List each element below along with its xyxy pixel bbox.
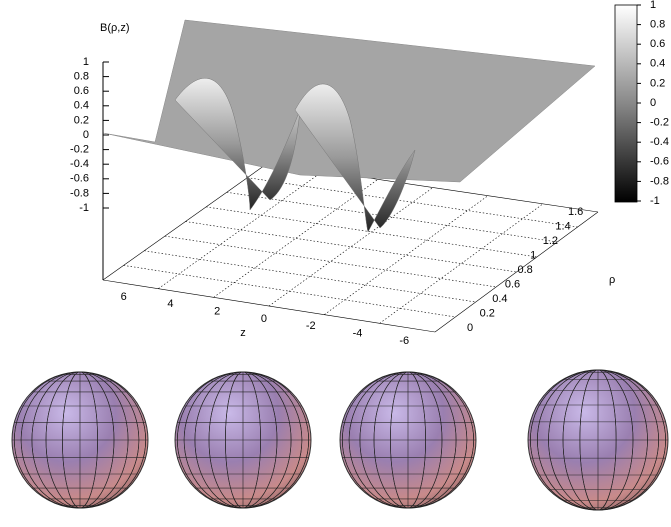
grid-line (269, 188, 433, 307)
colorbar (615, 5, 637, 202)
colorbar-tick-label: 0.8 (650, 19, 665, 31)
x-tick-label: 0 (261, 313, 267, 325)
z-axis-label: B(ρ,z) (100, 22, 129, 34)
figure: B(ρ,z) z ρ 1 0.8 0.6 0.4 0.2 0 -0.2 -0.4 -0.6 -0.… (0, 0, 671, 527)
colorbar-tick-label: 0.4 (650, 58, 665, 70)
spheres (12, 370, 668, 510)
colorbar-tick-label: 0.2 (650, 77, 665, 89)
colorbar-tick-label: -0.4 (650, 136, 669, 148)
colorbar-tick-label: -1 (650, 195, 660, 207)
x-tick-label: -4 (353, 327, 363, 339)
y-tick-label: 0 (467, 322, 473, 334)
z-tick-label: 0.6 (74, 85, 89, 97)
y-tick-label: 0.2 (480, 307, 495, 319)
x-tick-label: 6 (121, 291, 127, 303)
y-tick-label: 1.4 (555, 220, 570, 232)
colorbar-tick-label: -0.8 (650, 175, 669, 187)
z-tick-label: -0.8 (70, 187, 89, 199)
z-tick-label: -0.4 (70, 158, 89, 170)
grid-line (158, 171, 323, 288)
x-tick-label: -6 (399, 335, 409, 347)
colorbar-tick-label: 0 (650, 97, 656, 109)
z-tick-label: 1 (83, 56, 89, 68)
grid-line (324, 196, 488, 315)
x-axis-label: z (240, 327, 246, 339)
z-tick-label: 0.8 (74, 71, 89, 83)
floor-grid (103, 163, 598, 332)
colorbar-tick-label: 1 (650, 0, 656, 11)
grid-line (247, 178, 577, 227)
y-axis-label: ρ (609, 274, 615, 286)
x-tick-label: -2 (306, 320, 316, 332)
z-tick-label: 0 (83, 129, 89, 141)
z-tick-label: -0.6 (70, 173, 89, 185)
x-tick-label: 4 (167, 298, 173, 310)
y-tick-label: 0.4 (492, 293, 507, 305)
grid-line (435, 212, 598, 332)
x-tick-label: 2 (214, 305, 220, 317)
y-tick-label: 0.8 (518, 264, 533, 276)
z-tick-label: -1 (79, 202, 89, 214)
colorbar-tick-label: -0.2 (650, 117, 669, 129)
y-tick-label: 1 (530, 249, 536, 261)
colorbar-tick-label: 0.6 (650, 38, 665, 50)
colorbar-tick-label: -0.6 (650, 156, 669, 168)
y-tick-label: 0.6 (505, 278, 520, 290)
z-tick-label: -0.2 (70, 144, 89, 156)
y-tick-label: 1.6 (568, 206, 583, 218)
z-tick-label: 0.2 (74, 114, 89, 126)
grid-line (103, 163, 268, 280)
grid-line (214, 179, 378, 297)
y-tick-label: 1.2 (543, 235, 558, 247)
z-tick-label: 0.4 (74, 100, 89, 112)
